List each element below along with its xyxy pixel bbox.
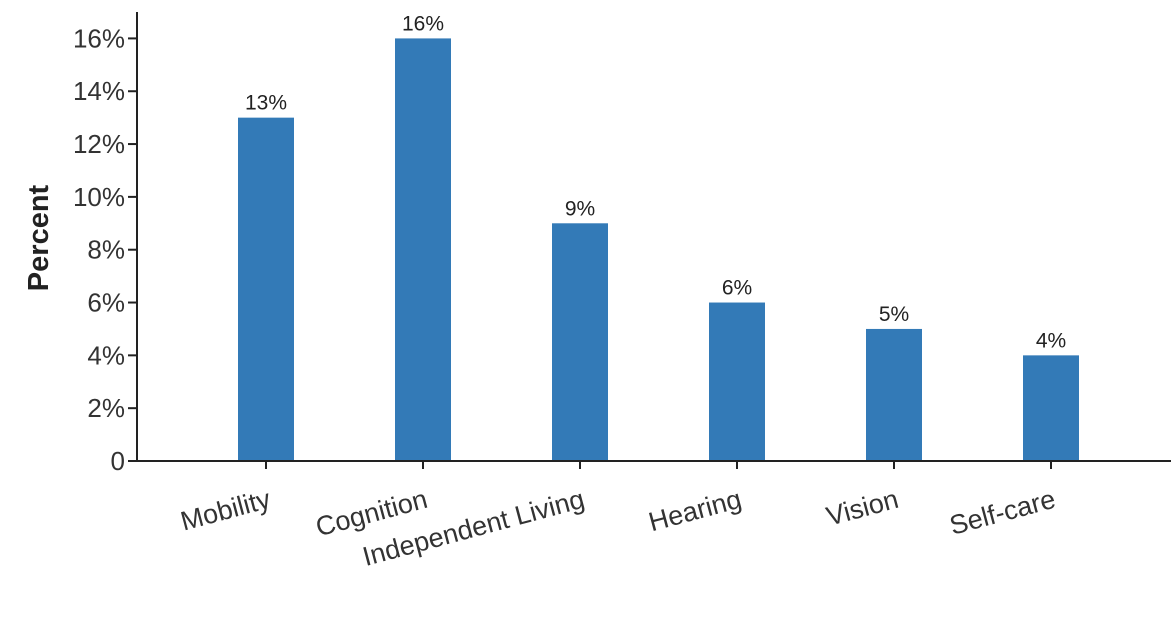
data-label: 16% [402, 12, 444, 35]
bars-layer [238, 38, 1079, 461]
bar [552, 223, 608, 461]
y-tick-label: 16% [73, 23, 125, 53]
data-labels-layer: 13% 16% 9% 6% 5% 4% [245, 12, 1066, 352]
y-tick-label: 4% [87, 340, 125, 370]
y-ticks-layer: 0 2% 4% 6% 8% 10% 12% 14% 16% [73, 23, 137, 476]
data-label: 9% [565, 197, 595, 220]
data-label: 6% [722, 277, 752, 300]
y-tick-label: 8% [87, 235, 125, 265]
y-tick-label: 6% [87, 288, 125, 318]
x-tick-label: Self-care [946, 484, 1058, 541]
bar [395, 38, 451, 461]
y-tick-label: 2% [87, 393, 125, 423]
bar [238, 117, 294, 461]
y-tick-label: 14% [73, 76, 125, 106]
y-tick-label: 10% [73, 182, 125, 212]
data-label: 5% [879, 303, 909, 326]
bar [866, 328, 922, 461]
y-axis-title: Percent [23, 184, 55, 291]
data-label: 4% [1036, 329, 1066, 352]
bar [709, 302, 765, 461]
x-tick-label: Mobility [177, 484, 274, 537]
x-tick-label: Vision [823, 484, 901, 532]
x-tick-label: Hearing [645, 484, 744, 537]
y-tick-label: 0 [111, 446, 125, 476]
data-label: 13% [245, 92, 287, 115]
y-tick-label: 12% [73, 129, 125, 159]
axis-layer [128, 12, 1171, 462]
bar [1023, 355, 1079, 461]
